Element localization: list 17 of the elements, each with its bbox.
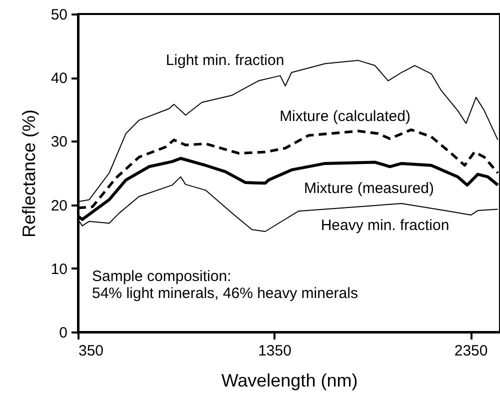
series-label: Mixture (measured) [304,180,434,197]
annotation: Sample composition: [92,268,232,285]
y-axis-title: Reflectance (%) [18,109,39,238]
y-tick-label: 30 [50,134,68,151]
y-tick-label: 10 [50,260,68,278]
y-tick-label: 40 [50,70,68,88]
y-tick-label: 50 [50,6,68,24]
y-tick-label: 0 [59,324,68,342]
x-tick-label: 350 [78,342,104,360]
series-label: Mixture (calculated) [280,108,410,125]
y-tick-label: 20 [50,197,68,214]
x-tick-label: 1350 [258,342,292,360]
series-label: Heavy min. fraction [320,217,450,234]
series-label: Light min. fraction [166,52,284,69]
annotation: 54% light minerals, 46% heavy minerals [92,285,358,302]
x-tick-label: 2350 [454,342,488,360]
x-axis-title: Wavelength (nm) [221,370,358,390]
